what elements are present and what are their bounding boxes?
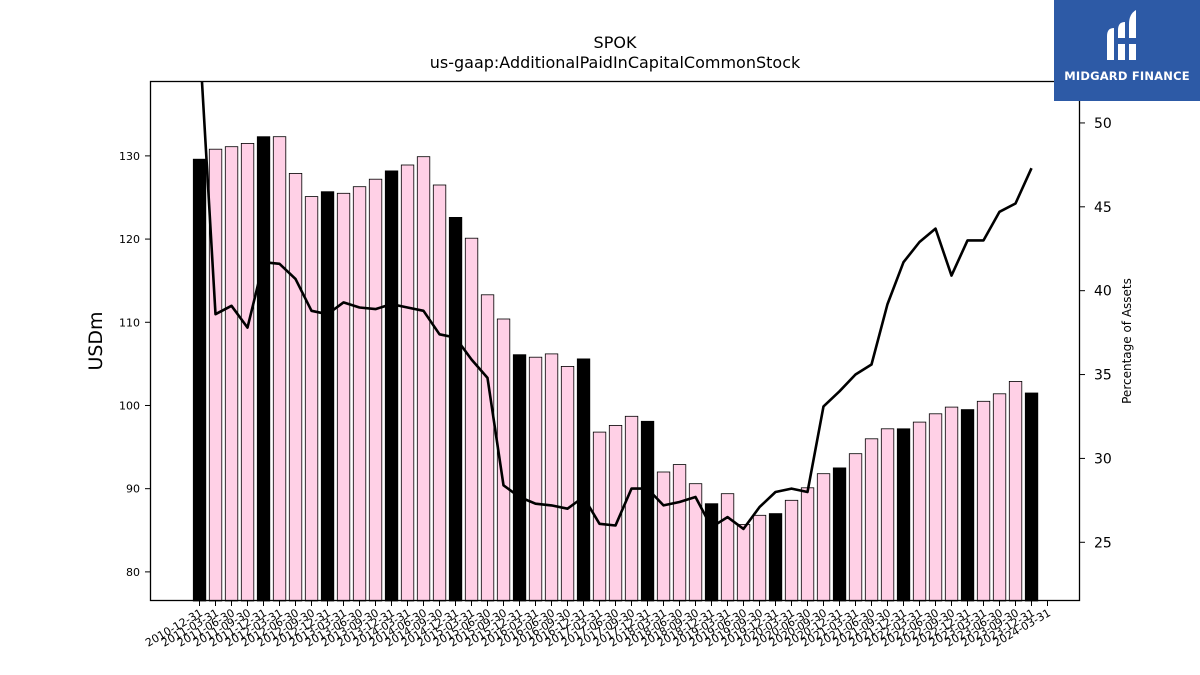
bar: [832, 467, 847, 602]
y-axis-right: 25 30 35 40 45 50: [1080, 116, 1112, 551]
y2-tick-label: 25: [1094, 535, 1112, 551]
y2-tick-label: 35: [1094, 368, 1112, 384]
bar: [640, 420, 655, 602]
bar: [272, 136, 287, 602]
chart-title: SPOK: [594, 33, 637, 52]
bar: [192, 158, 207, 602]
bar: [336, 192, 351, 602]
bar: [672, 464, 687, 602]
brand-logo: MIDGARD FINANCE: [1054, 0, 1200, 101]
bar: [320, 191, 335, 602]
y2-tick-label: 30: [1094, 451, 1112, 467]
bar: [416, 156, 431, 602]
bar: [1008, 380, 1023, 602]
y-tick-label: 90: [126, 483, 140, 496]
bar: [624, 415, 639, 602]
bar: [400, 164, 415, 602]
bar: [784, 499, 799, 602]
bar: [880, 428, 895, 602]
bar: [304, 196, 319, 602]
bar: [576, 358, 591, 602]
bar: [480, 294, 495, 602]
bar: [288, 172, 303, 602]
bar: [256, 136, 271, 602]
bar: [928, 413, 943, 602]
bar: [208, 148, 223, 602]
bar: [432, 184, 447, 602]
logo-text: MIDGARD FINANCE: [1064, 69, 1190, 83]
y-tick-label: 130: [119, 150, 140, 163]
y2-tick-label: 50: [1094, 116, 1112, 132]
bar: [976, 400, 991, 602]
bar: [800, 487, 815, 602]
bar: [992, 393, 1007, 602]
bar: [464, 237, 479, 602]
bar: [352, 186, 367, 602]
bar: [848, 453, 863, 602]
bar: [768, 513, 783, 602]
midgard-logo-icon: [1107, 10, 1137, 60]
bar: [224, 146, 239, 602]
bar: [512, 354, 527, 602]
bar: [384, 170, 399, 602]
bar: [240, 142, 255, 602]
bar: [688, 483, 703, 602]
bar: [720, 493, 735, 602]
bar: [736, 524, 751, 602]
y-tick-label: 110: [119, 316, 140, 329]
bar: [1024, 392, 1039, 602]
y2-axis-label: Percentage of Assets: [1120, 278, 1134, 404]
bar: [656, 471, 671, 602]
bar-series: [192, 136, 1039, 602]
y2-tick-label: 40: [1094, 284, 1112, 300]
bar: [544, 353, 559, 602]
bar: [528, 356, 543, 602]
line-series: [200, 81, 1033, 531]
bar: [960, 409, 975, 602]
bar: [896, 428, 911, 602]
y-axis-left: 80 90 100 110 120 130: [119, 150, 150, 579]
y-tick-label: 80: [126, 566, 140, 579]
y-tick-label: 120: [119, 233, 140, 246]
bar: [560, 365, 575, 602]
bar: [912, 421, 927, 602]
bar: [368, 178, 383, 602]
bar: [864, 438, 879, 602]
y-axis-label: USDm: [85, 311, 107, 370]
bar: [816, 473, 831, 602]
chart-subtitle: us-gaap:AdditionalPaidInCapitalCommonSto…: [430, 53, 801, 72]
y-tick-label: 100: [119, 399, 140, 412]
bar: [752, 514, 767, 602]
x-axis: 2010-12-312011-03-312011-06-302011-09-30…: [143, 601, 1053, 650]
plot-frame: [149, 80, 1081, 602]
bar: [448, 216, 463, 602]
bar: [944, 406, 959, 602]
y2-tick-label: 45: [1094, 200, 1112, 216]
percentage-line: [200, 81, 1033, 531]
